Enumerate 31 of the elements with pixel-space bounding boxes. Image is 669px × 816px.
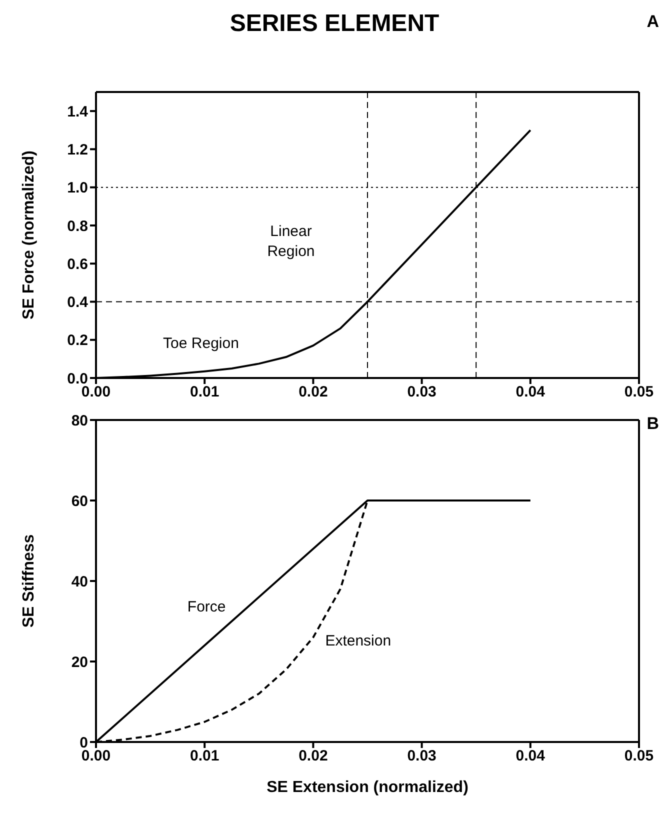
text: A bbox=[646, 12, 659, 32]
series-label: Force bbox=[187, 598, 226, 616]
y-tick-label: 1.4 bbox=[67, 103, 89, 120]
y-tick-label: 0.2 bbox=[67, 332, 88, 350]
x-axis-title: SE Extension (normalized) bbox=[266, 779, 468, 796]
x-tick-label: 0.03 bbox=[407, 748, 436, 765]
x-tick-label: 0.02 bbox=[298, 384, 328, 401]
x-tick-label: 0.01 bbox=[190, 748, 220, 765]
x-tick-label: 0.04 bbox=[516, 748, 546, 765]
y-tick-label: 40 bbox=[71, 573, 88, 590]
x-tick-label: 0.04 bbox=[516, 384, 546, 401]
annotation: Linear Region bbox=[266, 222, 316, 262]
x-tick-label: 0.05 bbox=[624, 748, 654, 765]
y-tick-label: 20 bbox=[71, 654, 88, 671]
x-tick-label: 0.02 bbox=[298, 748, 328, 765]
x-tick-label: 0.05 bbox=[624, 384, 654, 401]
y-tick-label: 60 bbox=[71, 492, 88, 510]
y-tick-label: 80 bbox=[71, 412, 88, 430]
x-tick-label: 0.03 bbox=[407, 384, 436, 401]
chart-title: SERIES ELEMENT bbox=[230, 10, 440, 37]
y-tick-label: 0.8 bbox=[67, 218, 88, 235]
x-tick-label: 0.01 bbox=[190, 384, 220, 401]
annotation: Toe Region bbox=[162, 334, 240, 354]
y-tick-label: 0.6 bbox=[67, 256, 88, 273]
text: B bbox=[646, 414, 659, 434]
y-axis-title: SE Force (normalized) bbox=[20, 150, 38, 320]
y-tick-label: 0.4 bbox=[67, 294, 89, 312]
series-label: Extension bbox=[325, 632, 392, 650]
y-axis-title: SE Stiffness bbox=[20, 534, 38, 628]
y-tick-label: 1.2 bbox=[67, 142, 88, 159]
y-tick-label: 1.0 bbox=[67, 180, 88, 197]
